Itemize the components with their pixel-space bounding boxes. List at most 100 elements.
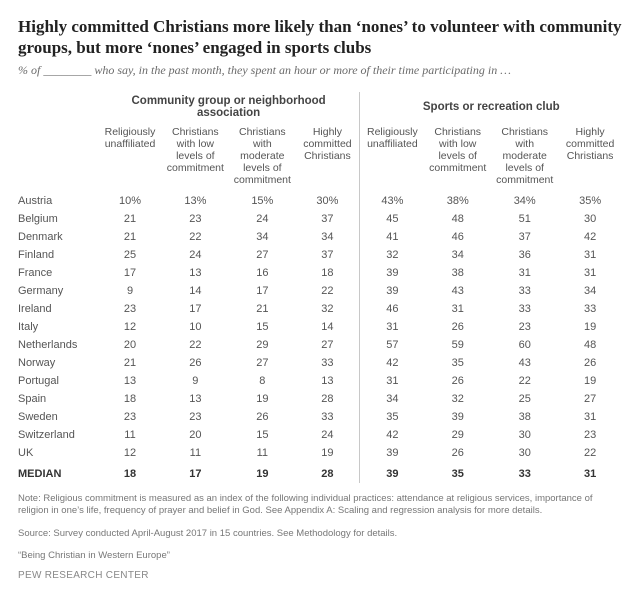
data-cell: 8: [229, 372, 296, 390]
data-cell: 22: [558, 444, 622, 462]
data-cell: 31: [558, 462, 622, 483]
data-cell: 46: [361, 300, 425, 318]
data-cell: 42: [361, 426, 425, 444]
data-cell: 46: [424, 228, 491, 246]
data-cell: 34: [424, 246, 491, 264]
data-cell: 28: [296, 390, 360, 408]
data-cell: 24: [229, 210, 296, 228]
country-cell: Sweden: [18, 408, 98, 426]
data-cell: 33: [491, 300, 558, 318]
country-cell: Finland: [18, 246, 98, 264]
data-cell: 17: [162, 300, 229, 318]
data-cell: 10%: [98, 192, 162, 210]
data-cell: 21: [98, 210, 162, 228]
group-right-header: Sports or recreation club: [361, 92, 622, 123]
data-cell: 13: [296, 372, 360, 390]
data-cell: 18: [98, 390, 162, 408]
data-cell: 21: [98, 354, 162, 372]
data-cell: 17: [162, 462, 229, 483]
data-cell: 33: [491, 462, 558, 483]
col-head-r2: Christians with low levels of commitment: [424, 123, 491, 192]
country-cell: UK: [18, 444, 98, 462]
data-cell: 30%: [296, 192, 360, 210]
data-cell: 30: [558, 210, 622, 228]
data-cell: 19: [229, 462, 296, 483]
data-cell: 36: [491, 246, 558, 264]
group-left-header: Community group or neighborhood associat…: [98, 92, 359, 123]
data-cell: 39: [361, 282, 425, 300]
data-cell: 35: [361, 408, 425, 426]
data-cell: 38: [491, 408, 558, 426]
table-row: Norway2126273342354326: [18, 354, 622, 372]
data-cell: 27: [558, 390, 622, 408]
data-cell: 23: [162, 210, 229, 228]
data-cell: 34: [558, 282, 622, 300]
table-row: Spain1813192834322527: [18, 390, 622, 408]
data-cell: 45: [361, 210, 425, 228]
table-row: Switzerland1120152442293023: [18, 426, 622, 444]
country-cell: Austria: [18, 192, 98, 210]
data-cell: 34%: [491, 192, 558, 210]
data-cell: 29: [424, 426, 491, 444]
data-cell: 43: [491, 354, 558, 372]
report-text: “Being Christian in Western Europe”: [18, 550, 622, 562]
data-cell: 22: [162, 228, 229, 246]
chart-subtitle: % of ________ who say, in the past month…: [18, 63, 622, 78]
data-cell: 11: [162, 444, 229, 462]
data-cell: 20: [98, 336, 162, 354]
col-head-r3: Christians with moderate levels of commi…: [491, 123, 558, 192]
data-cell: 19: [296, 444, 360, 462]
data-cell: 39: [424, 408, 491, 426]
col-head-r4: Highly committed Christians: [558, 123, 622, 192]
data-cell: 35: [424, 354, 491, 372]
data-cell: 31: [558, 264, 622, 282]
median-label: MEDIAN: [18, 462, 98, 483]
data-cell: 22: [296, 282, 360, 300]
country-cell: Spain: [18, 390, 98, 408]
data-cell: 10: [162, 318, 229, 336]
median-row: MEDIAN1817192839353331: [18, 462, 622, 483]
data-cell: 34: [296, 228, 360, 246]
data-cell: 29: [229, 336, 296, 354]
data-cell: 33: [296, 354, 360, 372]
table-row: Finland2524273732343631: [18, 246, 622, 264]
table-row: Italy1210151431262319: [18, 318, 622, 336]
data-cell: 31: [558, 246, 622, 264]
data-cell: 42: [361, 354, 425, 372]
table-row: UK1211111939263022: [18, 444, 622, 462]
data-cell: 26: [424, 444, 491, 462]
data-cell: 26: [424, 372, 491, 390]
data-cell: 43%: [361, 192, 425, 210]
data-cell: 13: [162, 264, 229, 282]
data-table: Community group or neighborhood associat…: [18, 92, 622, 483]
country-cell: Denmark: [18, 228, 98, 246]
data-cell: 9: [98, 282, 162, 300]
data-cell: 37: [491, 228, 558, 246]
data-cell: 22: [162, 336, 229, 354]
country-cell: Belgium: [18, 210, 98, 228]
country-cell: Switzerland: [18, 426, 98, 444]
data-cell: 33: [558, 300, 622, 318]
data-cell: 18: [296, 264, 360, 282]
country-cell: France: [18, 264, 98, 282]
table-row: France1713161839383131: [18, 264, 622, 282]
data-cell: 31: [361, 318, 425, 336]
data-cell: 31: [558, 408, 622, 426]
data-cell: 20: [162, 426, 229, 444]
data-cell: 33: [491, 282, 558, 300]
data-cell: 33: [296, 408, 360, 426]
data-cell: 26: [162, 354, 229, 372]
table-row: Netherlands2022292757596048: [18, 336, 622, 354]
data-cell: 41: [361, 228, 425, 246]
table-row: Germany914172239433334: [18, 282, 622, 300]
data-cell: 15: [229, 426, 296, 444]
data-cell: 15%: [229, 192, 296, 210]
data-cell: 24: [162, 246, 229, 264]
table-row: Portugal13981331262219: [18, 372, 622, 390]
data-cell: 23: [98, 408, 162, 426]
data-cell: 23: [162, 408, 229, 426]
data-cell: 34: [361, 390, 425, 408]
data-cell: 13: [162, 390, 229, 408]
chart-title: Highly committed Christians more likely …: [18, 16, 622, 59]
data-cell: 30: [491, 444, 558, 462]
